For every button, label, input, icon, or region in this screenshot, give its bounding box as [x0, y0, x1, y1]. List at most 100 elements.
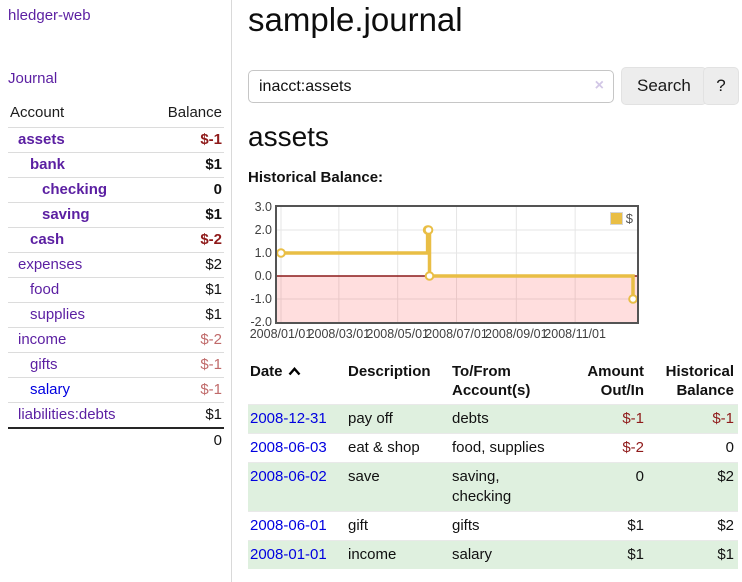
account-balance: $-2 [149, 227, 224, 253]
account-link[interactable]: salary [30, 381, 71, 398]
account-row: liabilities:debts $1 [8, 402, 224, 428]
help-button[interactable]: ? [703, 67, 739, 105]
transaction-balance: $1 [648, 540, 738, 569]
table-row: 2008-06-01 gift gifts $1 $2 [248, 511, 738, 541]
transaction-amount: 0 [566, 462, 648, 512]
account-row: saving $1 [8, 202, 224, 228]
transaction-balance: 0 [648, 433, 738, 463]
accounts-header-row: Account Balance [8, 102, 224, 128]
chart-legend: $ [608, 210, 634, 227]
chart-title: Historical Balance: [248, 169, 384, 186]
account-balance: $-1 [149, 127, 224, 153]
account-row: supplies $1 [8, 302, 224, 328]
account-link[interactable]: liabilities:debts [18, 406, 116, 423]
account-row: expenses $2 [8, 252, 224, 278]
account-balance: $1 [149, 152, 224, 178]
col-date[interactable]: Date [248, 360, 346, 405]
col-accounts: To/From Account(s) [452, 363, 531, 399]
x-axis-tick: 2008/01/01 [249, 327, 313, 341]
col-balance: Historical Balance [665, 363, 734, 399]
accounts-table: Account Balance assets $-1 bank $1 checking 0… [8, 102, 224, 453]
transaction-balance: $-1 [648, 404, 738, 434]
transaction-accounts: salary [450, 540, 566, 569]
account-balance: $-1 [149, 377, 224, 403]
transaction-balance: $2 [648, 462, 738, 512]
account-heading: assets [248, 121, 329, 152]
account-link[interactable]: cash [30, 231, 65, 248]
account-link[interactable]: expenses [18, 256, 83, 273]
y-axis-tick: 2.0 [254, 223, 272, 237]
account-balance: $1 [149, 402, 224, 428]
legend-label: $ [625, 211, 633, 226]
transaction-accounts: debts [450, 404, 566, 434]
account-balance: $-1 [149, 352, 224, 378]
account-row: assets $-1 [8, 127, 224, 153]
y-axis-tick: 0.0 [254, 269, 272, 283]
search-input[interactable] [248, 70, 614, 103]
table-row: 2008-06-02 save saving, checking 0 $2 [248, 462, 738, 512]
account-balance: $2 [149, 252, 224, 278]
account-row: bank $1 [8, 152, 224, 178]
transaction-description: save [346, 462, 450, 512]
chart-plot-area: $ [275, 205, 639, 324]
x-axis-tick: 2008/05/01 [366, 327, 429, 341]
table-row: 2008-01-01 income salary $1 $1 [248, 540, 738, 569]
x-axis-tick: 2008/09/01 [485, 327, 548, 341]
sidebar-item-journal[interactable]: Journal [8, 70, 58, 87]
transaction-date-link[interactable]: 2008-06-01 [250, 517, 327, 534]
brand-link[interactable]: hledger-web [8, 7, 91, 24]
y-axis-tick: -2.0 [250, 315, 272, 329]
account-row: cash $-2 [8, 227, 224, 253]
y-axis-tick: 1.0 [254, 246, 272, 260]
page-title: sample.journal [248, 1, 463, 38]
account-link[interactable]: saving [42, 206, 90, 223]
y-axis-tick: -1.0 [250, 292, 272, 306]
x-axis-tick: 2008/03/01 [307, 327, 371, 341]
x-axis-tick: 2008/07/01 [425, 327, 488, 341]
transaction-accounts: gifts [450, 511, 566, 541]
account-link[interactable]: supplies [30, 306, 86, 323]
transactions-table: Date Description To/From Account(s) Amou… [248, 360, 738, 569]
table-row: 2008-12-31 pay off debts $-1 $-1 [248, 404, 738, 434]
search-row: × Search ? [248, 67, 742, 105]
table-row: 2008-06-03 eat & shop food, supplies $-2 0 [248, 433, 738, 463]
account-link[interactable]: assets [18, 131, 65, 148]
sort-ascending-icon [288, 362, 301, 381]
transaction-date-link[interactable]: 2008-01-01 [250, 546, 327, 563]
account-balance: $1 [149, 277, 224, 303]
sidebar: hledger-web Journal Account Balance asse… [0, 0, 232, 582]
transaction-date-link[interactable]: 2008-06-03 [250, 439, 327, 456]
transaction-date-link[interactable]: 2008-12-31 [250, 410, 327, 427]
col-description: Description [348, 363, 431, 380]
transaction-date-link[interactable]: 2008-06-02 [250, 468, 327, 485]
y-axis-tick: 3.0 [254, 200, 272, 214]
x-axis-tick: 2008/11/01 [544, 327, 606, 341]
chart-canvas [276, 207, 638, 322]
transaction-amount: $-1 [566, 404, 648, 434]
account-link[interactable]: bank [30, 156, 66, 173]
account-row: checking 0 [8, 177, 224, 203]
col-amount: Amount Out/In [587, 363, 644, 399]
account-row: income $-2 [8, 327, 224, 353]
account-link[interactable]: food [30, 281, 60, 298]
legend-swatch [609, 212, 623, 225]
search-button[interactable]: Search [621, 67, 707, 105]
account-balance: 0 [149, 177, 224, 203]
account-balance: $1 [149, 202, 224, 228]
transaction-description: pay off [346, 404, 450, 434]
transaction-balance: $2 [648, 511, 738, 541]
account-link[interactable]: income [18, 331, 67, 348]
main-content: sample.journal × Search ? assets Histori… [248, 0, 742, 582]
account-link[interactable]: gifts [30, 356, 58, 373]
account-row: food $1 [8, 277, 224, 303]
transaction-description: gift [346, 511, 450, 541]
accounts-col-account: Account [10, 104, 65, 121]
transaction-accounts: food, supplies [450, 433, 566, 463]
transaction-accounts: saving, checking [450, 462, 566, 512]
clear-icon[interactable]: × [594, 77, 604, 94]
account-link[interactable]: checking [42, 181, 108, 198]
search-box: × [248, 70, 614, 103]
transactions-header-row: Date Description To/From Account(s) Amou… [248, 360, 738, 405]
accounts-total-row: 0 [8, 427, 224, 453]
historical-balance-chart: $ 3.0 2.0 1.0 0.0 -1.0 -2.0 2008/01/01 2008/03/… [248, 196, 742, 348]
